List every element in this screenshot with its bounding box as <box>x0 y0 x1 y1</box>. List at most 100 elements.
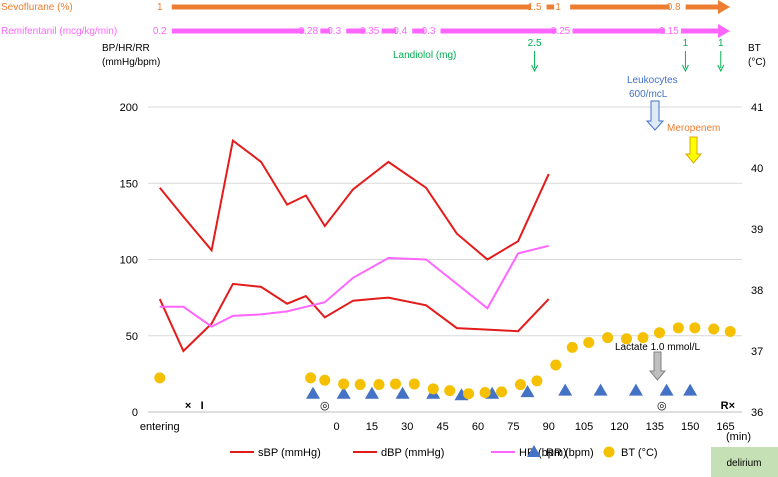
drug-value: 0.15 <box>659 26 679 37</box>
rr-point <box>364 386 379 399</box>
x-tick-label: 30 <box>401 421 413 433</box>
bt-point <box>621 333 632 345</box>
bt-point <box>463 388 475 400</box>
landiolol-arrowhead <box>681 64 689 73</box>
landiolol-label: Landiolol (mg) <box>393 50 456 61</box>
event-marker: R× <box>721 400 735 412</box>
x-tick-label: 120 <box>610 421 628 433</box>
bt-point <box>319 374 331 386</box>
rr-point <box>520 385 535 398</box>
event-marker: ◎ <box>320 400 330 412</box>
bt-point <box>444 385 456 397</box>
left-axis-unit: (mmHg/bpm) <box>102 57 160 68</box>
leukocytes-label: Leukocytes <box>627 75 678 86</box>
bt-point <box>583 336 595 348</box>
x-tick-label: 90 <box>543 421 555 433</box>
landiolol-dose: 1 <box>718 38 724 49</box>
y-right-tick-label: 41 <box>751 102 763 114</box>
bt-point <box>514 379 526 391</box>
rr-point <box>628 383 643 396</box>
rr-point <box>306 386 320 399</box>
bt-point <box>479 386 491 398</box>
bt-point <box>672 322 684 334</box>
y-left-tick-label: 0 <box>132 407 138 419</box>
drug-value: 1 <box>157 2 163 13</box>
drug-value: 0.35 <box>360 26 380 37</box>
x-tick-label: 150 <box>681 421 699 433</box>
lactate-label: Lactate 1.0 mmol/L <box>615 342 700 353</box>
bt-point <box>305 372 317 384</box>
drug-value: 0.3 <box>422 26 436 37</box>
x-tick-label: 135 <box>646 421 664 433</box>
legend-swatch <box>603 446 615 458</box>
delirium-label: delirium <box>726 458 761 469</box>
x-tick-label: 105 <box>575 421 593 433</box>
x-tick-label: 60 <box>472 421 484 433</box>
drug-value: 0.28 <box>299 26 319 37</box>
bt-point <box>724 325 736 337</box>
drug-value: 1 <box>555 2 561 13</box>
meropenem-arrow <box>684 136 703 164</box>
bt-point <box>637 332 649 344</box>
series-line <box>159 138 550 261</box>
x-tick-label: 0 <box>334 421 340 433</box>
right-axis-unit: (°C) <box>748 57 766 68</box>
remifentanil-label: Remifentanil (mcg/kg/min) <box>1 26 117 37</box>
bt-point <box>390 378 401 390</box>
x-tick-label: 15 <box>366 421 378 433</box>
landiolol-dose: 1 <box>683 38 689 49</box>
y-left-tick-label: 100 <box>120 255 138 267</box>
bt-point <box>602 332 614 344</box>
leukocytes-value: 600/mcL <box>629 89 668 100</box>
bt-point <box>354 379 366 391</box>
series-line <box>159 244 549 328</box>
bt-point <box>427 383 439 395</box>
y-right-tick-label: 39 <box>751 224 763 236</box>
drug-value: 0.25 <box>551 26 571 37</box>
meropenem-label: Meropenem <box>667 123 720 134</box>
bt-point <box>496 386 508 398</box>
y-right-tick-label: 37 <box>751 346 763 358</box>
rr-point <box>659 383 674 396</box>
rr-point <box>593 383 608 396</box>
bt-point <box>550 359 562 371</box>
y-right-tick-label: 36 <box>751 407 763 419</box>
drug-value: 0.4 <box>393 26 407 37</box>
y-right-tick-label: 40 <box>751 163 763 175</box>
drug-value: 0.3 <box>327 26 341 37</box>
landiolol-arrowhead <box>531 64 539 73</box>
rr-point <box>683 383 698 396</box>
bt-point <box>338 378 350 390</box>
delirium-box <box>711 447 778 477</box>
y-left-tick-label: 50 <box>126 331 138 343</box>
bt-point <box>689 322 701 334</box>
bt-point <box>654 327 665 339</box>
y-right-tick-label: 38 <box>751 285 763 297</box>
drug-value: 1.5 <box>528 2 542 13</box>
bt-point <box>708 323 720 335</box>
bt-point <box>566 341 578 353</box>
x-tick-label: 165 <box>716 421 734 433</box>
drug-arrowhead <box>718 24 730 38</box>
drug-arrowhead <box>718 0 730 14</box>
drug-value: 0.2 <box>153 26 167 37</box>
landiolol-arrowhead <box>717 64 725 73</box>
x-tick-label: entering <box>140 421 180 433</box>
x-tick-label: 75 <box>507 421 519 433</box>
legend-label: BT (°C) <box>621 447 658 459</box>
legend-label: sBP (mmHg) <box>258 447 321 459</box>
bt-point <box>373 379 385 391</box>
series-line <box>158 282 550 353</box>
legend-label: dBP (mmHg) <box>381 447 444 459</box>
bt-point <box>154 372 166 384</box>
bt-point <box>408 378 420 390</box>
legend-label: RR (bpm) <box>546 447 594 459</box>
drug-value: 0.8 <box>667 2 681 13</box>
leukocytes-arrow <box>645 100 665 131</box>
x-axis-unit: (min) <box>726 431 751 443</box>
y-left-tick-label: 200 <box>120 102 138 114</box>
right-axis-title: BT <box>748 43 761 54</box>
landiolol-dose: 2.5 <box>528 38 542 49</box>
legend-swatch <box>527 445 541 457</box>
